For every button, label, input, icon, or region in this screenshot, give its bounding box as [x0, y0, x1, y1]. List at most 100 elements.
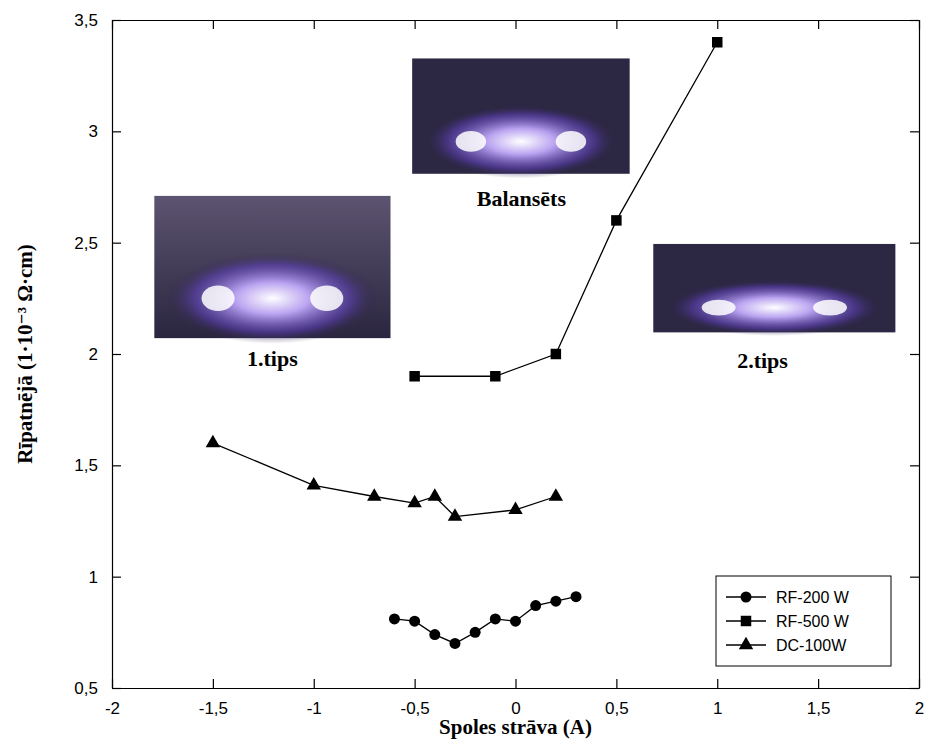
photo-hotspot: [202, 286, 235, 312]
series-line: [415, 42, 718, 376]
point: [551, 349, 561, 359]
point: [429, 629, 440, 640]
legend-marker: [741, 592, 752, 603]
point: [389, 613, 400, 624]
photo-hotspot: [556, 131, 586, 152]
point: [367, 488, 381, 500]
tick-label: -1,5: [199, 699, 228, 718]
tick-label: 1: [713, 699, 722, 718]
tick-label: 2: [915, 699, 924, 718]
tick-mark: [112, 131, 121, 132]
point: [490, 613, 501, 624]
tick: [415, 20, 416, 29]
point: [549, 488, 563, 500]
tick: [910, 465, 919, 466]
tick: [516, 20, 517, 29]
tick-mark: [112, 20, 121, 21]
tick-mark: [616, 679, 617, 688]
point: [490, 371, 500, 381]
tick-label: 3,5: [74, 11, 98, 30]
x-axis: -2-1,5-1-0,500,511,52: [105, 679, 924, 718]
legend-marker: [739, 637, 753, 649]
point: [307, 477, 321, 489]
tick-mark: [717, 20, 718, 29]
tick-mark: [515, 679, 516, 688]
tick-label: -1: [307, 699, 322, 718]
tick: 1: [713, 679, 722, 718]
tick: [314, 20, 315, 29]
tick: 3: [89, 122, 121, 141]
tick: 1: [89, 568, 121, 587]
point: [571, 591, 582, 602]
photo-hotspot: [456, 131, 486, 152]
tick-mark: [910, 243, 919, 244]
point: [510, 616, 521, 627]
inset-photo: [412, 58, 629, 178]
tick-mark: [818, 679, 819, 688]
inset-photo: [653, 244, 895, 336]
x-axis-top: [113, 20, 920, 29]
legend: RF-200 W RF-500 W DC-100W: [716, 576, 891, 666]
point: [428, 488, 442, 500]
tick: 0,5: [74, 679, 121, 698]
point: [712, 37, 722, 47]
point: [449, 638, 460, 649]
tick: 2: [89, 345, 121, 364]
annotation: 2.tips: [737, 348, 788, 373]
x-axis-title: Spoles strāva (A): [439, 715, 592, 739]
tick-label: -2: [105, 699, 120, 718]
tick: [910, 354, 919, 355]
tick-mark: [112, 465, 121, 466]
series: [389, 591, 582, 649]
tick-label: 2,5: [74, 234, 98, 253]
tick-mark: [616, 20, 617, 29]
tick: [213, 20, 214, 29]
tick: [910, 577, 919, 578]
tick: [910, 688, 919, 689]
tick-mark: [415, 679, 416, 688]
legend-entry: RF-200 W: [726, 589, 850, 606]
annotation: 1.tips: [247, 346, 298, 371]
tick-mark: [818, 20, 819, 29]
photo-glow: [665, 279, 883, 336]
tick-mark: [314, 20, 315, 29]
data: [206, 37, 723, 649]
insets: [154, 58, 895, 343]
legend-label: DC-100W: [776, 637, 847, 654]
tick-mark: [415, 20, 416, 29]
tick-mark: [910, 577, 919, 578]
tick: -1: [307, 679, 322, 718]
plot: 1.tipsBalansēts2.tips-2-1,5-1-0,500,511,…: [13, 11, 924, 739]
point: [508, 502, 522, 514]
tick: 0,5: [605, 679, 629, 718]
photo-hotspot: [310, 286, 343, 312]
tick-label: 2: [89, 345, 98, 364]
tick: [910, 243, 919, 244]
legend-label: RF-500 W: [776, 613, 850, 630]
tick-mark: [213, 20, 214, 29]
legend-entry: RF-500 W: [726, 613, 850, 630]
y-axis: 0,5 1 1,5 2 2,5 3 3,5: [74, 11, 121, 698]
series: [206, 435, 563, 521]
tick-mark: [213, 679, 214, 688]
axis-line: [919, 21, 920, 689]
tick-mark: [910, 354, 919, 355]
tick-mark: [910, 20, 919, 21]
tick: -1,5: [199, 679, 228, 718]
legend-box: [716, 576, 891, 666]
tick-label: 3: [89, 122, 98, 141]
tick-mark: [112, 688, 121, 689]
point: [448, 508, 462, 520]
tick-mark: [314, 679, 315, 688]
tick-mark: [717, 679, 718, 688]
photo-hotspot: [702, 300, 736, 316]
legend-entry: DC-100W: [726, 637, 847, 654]
series-line: [213, 443, 556, 516]
axis-line: [113, 688, 920, 689]
tick-mark: [515, 20, 516, 29]
tick: [910, 20, 919, 21]
tick: 1,5: [74, 456, 121, 475]
tick-label: 1,5: [74, 456, 98, 475]
point: [611, 215, 621, 225]
tick: 3,5: [74, 11, 121, 30]
